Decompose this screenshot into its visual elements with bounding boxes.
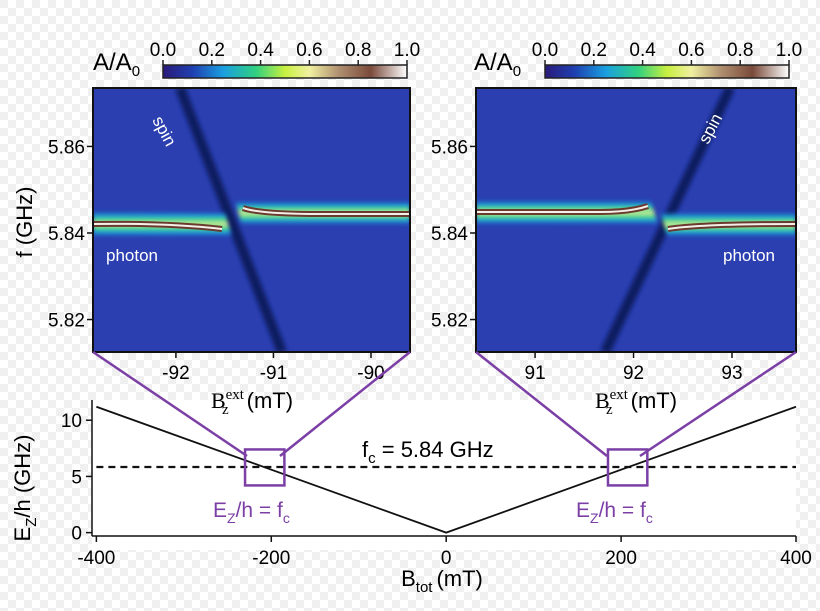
right-zoom-connector-right xyxy=(639,350,797,458)
bottom-plot: fc = 5.84 GHz EZ/h = fc EZ/h = fc -400 -2… xyxy=(61,350,812,569)
bottom-y-axis-label: EZ/h (GHz) xyxy=(10,435,40,542)
left-colorbar-tick-label: 1.0 xyxy=(394,40,420,61)
left-x-tick-label: -90 xyxy=(357,363,384,384)
right-x-tick-label: 93 xyxy=(721,363,742,384)
right-heatmap-frame xyxy=(475,87,797,353)
right-y-tick-label: 5.86 xyxy=(431,137,468,158)
right-colorbar-tick-label: 0.8 xyxy=(727,40,753,61)
left-y-tick-label: 5.84 xyxy=(48,224,85,245)
right-colorbar: A/A0 0.0 0.2 0.4 0.6 0.8 1.0 xyxy=(474,40,802,80)
bottom-x-tick-label: 0 xyxy=(441,548,452,569)
right-resonance-box xyxy=(606,448,649,487)
right-x-axis-label: Bext z (mT) xyxy=(595,387,677,418)
right-photon-label: photon xyxy=(723,246,775,265)
bottom-x-tick-label: 200 xyxy=(605,548,637,569)
right-colorbar-label: A/A0 xyxy=(474,49,521,80)
left-resonance-box xyxy=(243,448,286,487)
bottom-x-axis-label: Btot (mT) xyxy=(401,566,483,596)
bottom-y-tick-label: 5 xyxy=(71,467,82,488)
right-heatmap: spin photon 91 92 935.825.845.86 xyxy=(431,87,797,384)
right-colorbar-tick-label: 0.2 xyxy=(581,40,607,61)
left-colorbar: A/A0 0.0 0.2 0.4 0.6 0.8 1.0 xyxy=(93,40,420,80)
right-y-tick-label: 5.82 xyxy=(431,311,468,332)
bottom-plot-background xyxy=(92,400,796,550)
right-zoom-connector-left xyxy=(475,351,608,457)
left-colorbar-tick-label: 0.6 xyxy=(296,40,322,61)
bottom-y-tick-label: 10 xyxy=(61,411,82,432)
top-y-axis-label: f (GHz) xyxy=(12,187,37,258)
fc-label: fc = 5.84 GHz xyxy=(362,437,494,467)
left-resonance-label: EZ/h = fc xyxy=(213,499,290,526)
right-x-tick-label: 92 xyxy=(623,363,644,384)
left-colorbar-tick-label: 0.2 xyxy=(199,40,225,61)
bottom-x-tick-label: -400 xyxy=(77,548,115,569)
left-photon-line-upper-core xyxy=(242,207,410,215)
left-y-tick-label: 5.82 xyxy=(48,311,85,332)
left-heatmap: spin photon -92 -91 -905.825.845.86 xyxy=(48,87,411,384)
right-colorbar-tick-label: 0.4 xyxy=(629,40,656,61)
left-y-tick-label: 5.86 xyxy=(48,137,85,158)
bottom-y-tick-label: 0 xyxy=(71,524,82,545)
right-resonance-label: EZ/h = fc xyxy=(576,499,653,526)
right-y-tick-label: 5.84 xyxy=(431,224,468,245)
left-heatmap-frame xyxy=(92,87,411,353)
right-x-tick-label: 91 xyxy=(525,363,546,384)
left-spin-line xyxy=(175,88,287,352)
left-colorbar-gradient xyxy=(162,64,408,79)
left-colorbar-tick-label: 0.0 xyxy=(150,40,176,61)
zeeman-energy-line xyxy=(96,405,797,534)
bottom-x-tick-label: 400 xyxy=(780,548,812,569)
right-colorbar-tick-label: 0.6 xyxy=(678,40,704,61)
left-x-tick-label: -91 xyxy=(260,363,287,384)
left-colorbar-label: A/A0 xyxy=(93,49,140,80)
right-colorbar-tick-label: 0.0 xyxy=(532,40,558,61)
left-zoom-connector-left xyxy=(92,350,248,458)
left-x-tick-label: -92 xyxy=(162,363,189,384)
right-photon-line-lower-core xyxy=(667,223,796,230)
right-colorbar-gradient xyxy=(544,64,790,79)
left-zoom-connector-right xyxy=(279,351,411,457)
left-colorbar-tick-label: 0.8 xyxy=(345,40,371,61)
left-photon-label: photon xyxy=(106,246,158,265)
left-x-axis-label: Bext z (mT) xyxy=(211,387,293,418)
left-colorbar-tick-label: 0.4 xyxy=(247,40,274,61)
right-colorbar-tick-label: 1.0 xyxy=(776,40,802,61)
right-photon-line-upper-core xyxy=(476,205,649,213)
bottom-x-tick-label: -200 xyxy=(252,548,290,569)
left-photon-line-lower-core xyxy=(93,222,223,230)
